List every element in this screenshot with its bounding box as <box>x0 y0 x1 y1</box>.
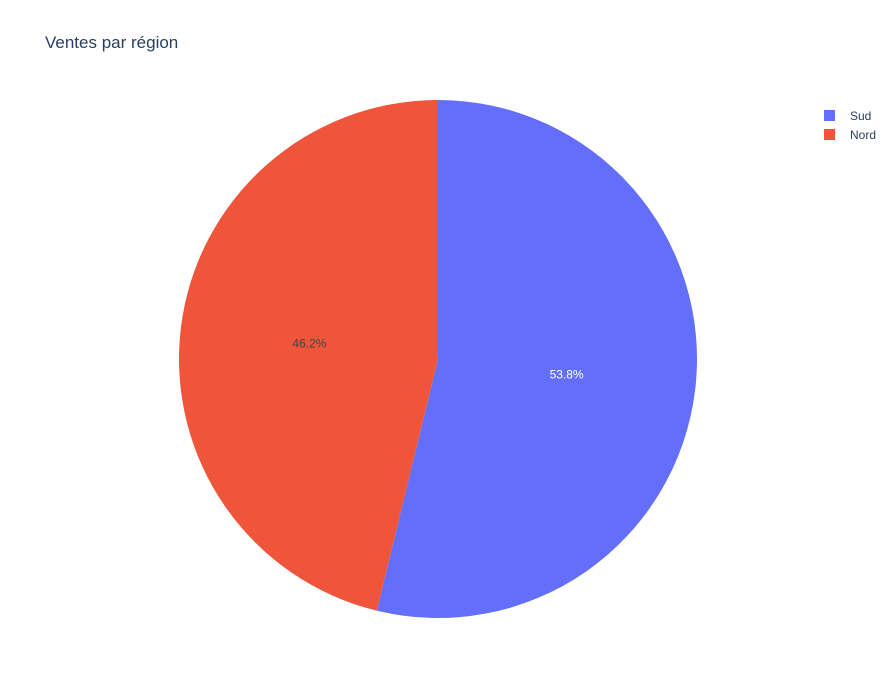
legend-item-sud[interactable]: Sud <box>824 106 876 125</box>
legend-item-nord[interactable]: Nord <box>824 125 876 144</box>
legend-swatch-nord <box>824 129 835 140</box>
slice-label-nord: 46.2% <box>292 337 326 351</box>
legend-swatch-sud <box>824 110 835 121</box>
slice-label-sud: 53.8% <box>550 367 584 381</box>
legend: Sud Nord <box>824 106 876 144</box>
chart-title: Ventes par région <box>45 33 179 52</box>
legend-label-nord: Nord <box>850 127 877 142</box>
pie-slice-nord[interactable] <box>178 100 439 611</box>
legend-label-sud: Sud <box>850 108 872 123</box>
pie-slice-sud[interactable] <box>376 100 697 619</box>
